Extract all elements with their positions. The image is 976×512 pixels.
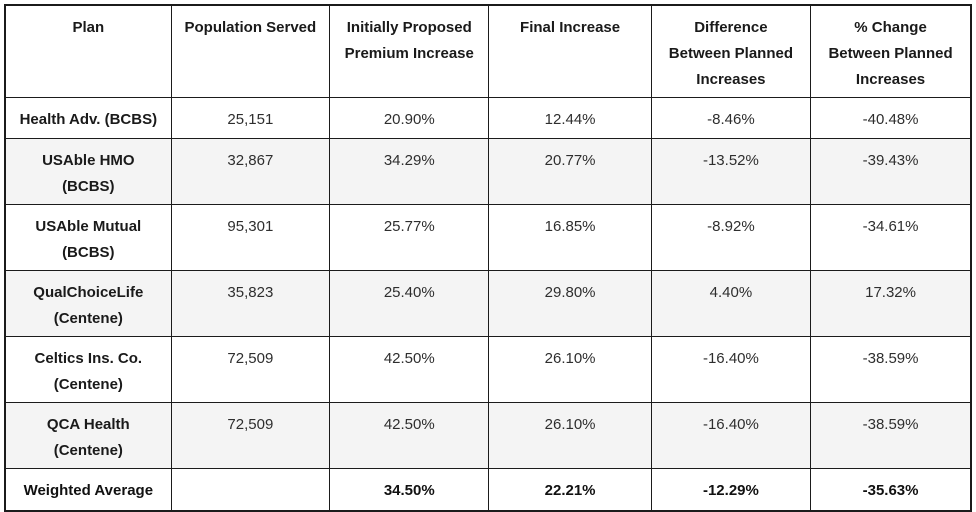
final-increase-cell: 20.77% bbox=[488, 138, 652, 205]
final-increase-cell: 26.10% bbox=[488, 336, 652, 403]
difference-cell: -13.52% bbox=[650, 138, 812, 205]
difference-cell: 4.40% bbox=[650, 270, 812, 337]
plan-cell: Weighted Average bbox=[4, 468, 172, 511]
difference-cell: -16.40% bbox=[650, 402, 812, 469]
premium-increase-table: Plan Population Served Initially Propose… bbox=[4, 4, 972, 512]
header-row: Plan Population Served Initially Propose… bbox=[4, 4, 972, 98]
plan-cell: USAble Mutual (BCBS) bbox=[4, 204, 172, 271]
population-cell: 35,823 bbox=[170, 270, 331, 337]
initial-increase-cell: 34.50% bbox=[329, 468, 490, 511]
difference-cell: -16.40% bbox=[650, 336, 812, 403]
final-increase-cell: 22.21% bbox=[488, 468, 652, 511]
plan-cell: QualChoiceLife (Centene) bbox=[4, 270, 172, 337]
initial-increase-cell: 42.50% bbox=[329, 336, 490, 403]
pct-change-cell: -38.59% bbox=[810, 402, 972, 469]
final-increase-cell: 26.10% bbox=[488, 402, 652, 469]
pct-change-cell: -34.61% bbox=[810, 204, 972, 271]
initial-increase-cell: 20.90% bbox=[329, 97, 490, 139]
table-row-usable-hmo: USAble HMO (BCBS) 32,867 34.29% 20.77% -… bbox=[4, 138, 972, 205]
column-header-difference-between-planned-increases: Difference Between Planned Increases bbox=[650, 4, 812, 98]
table-row-qualchoicelife: QualChoiceLife (Centene) 35,823 25.40% 2… bbox=[4, 270, 972, 337]
column-header-final-increase: Final Increase bbox=[488, 4, 652, 98]
column-header-initially-proposed-premium-increase: Initially Proposed Premium Increase bbox=[329, 4, 490, 98]
difference-cell: -8.46% bbox=[650, 97, 812, 139]
population-cell: 25,151 bbox=[170, 97, 331, 139]
column-header-population-served: Population Served bbox=[170, 4, 331, 98]
pct-change-cell: -35.63% bbox=[810, 468, 972, 511]
population-cell: 95,301 bbox=[170, 204, 331, 271]
table-row-usable-mutual: USAble Mutual (BCBS) 95,301 25.77% 16.85… bbox=[4, 204, 972, 271]
table-row-celtics-ins: Celtics Ins. Co. (Centene) 72,509 42.50%… bbox=[4, 336, 972, 403]
table-row-qca-health: QCA Health (Centene) 72,509 42.50% 26.10… bbox=[4, 402, 972, 469]
pct-change-cell: -40.48% bbox=[810, 97, 972, 139]
column-header-pct-change-between-planned-increases: % Change Between Planned Increases bbox=[810, 4, 972, 98]
plan-cell: Celtics Ins. Co. (Centene) bbox=[4, 336, 172, 403]
plan-cell: QCA Health (Centene) bbox=[4, 402, 172, 469]
difference-cell: -12.29% bbox=[650, 468, 812, 511]
initial-increase-cell: 34.29% bbox=[329, 138, 490, 205]
final-increase-cell: 12.44% bbox=[488, 97, 652, 139]
pct-change-cell: -39.43% bbox=[810, 138, 972, 205]
final-increase-cell: 29.80% bbox=[488, 270, 652, 337]
population-cell: 72,509 bbox=[170, 402, 331, 469]
pct-change-cell: 17.32% bbox=[810, 270, 972, 337]
difference-cell: -8.92% bbox=[650, 204, 812, 271]
plan-cell: Health Adv. (BCBS) bbox=[4, 97, 172, 139]
initial-increase-cell: 42.50% bbox=[329, 402, 490, 469]
table-row-health-adv: Health Adv. (BCBS) 25,151 20.90% 12.44% … bbox=[4, 97, 972, 139]
final-increase-cell: 16.85% bbox=[488, 204, 652, 271]
population-cell bbox=[170, 468, 331, 511]
weighted-average-row: Weighted Average 34.50% 22.21% -12.29% -… bbox=[4, 468, 972, 511]
plan-cell: USAble HMO (BCBS) bbox=[4, 138, 172, 205]
population-cell: 32,867 bbox=[170, 138, 331, 205]
initial-increase-cell: 25.77% bbox=[329, 204, 490, 271]
column-header-plan: Plan bbox=[4, 4, 172, 98]
initial-increase-cell: 25.40% bbox=[329, 270, 490, 337]
pct-change-cell: -38.59% bbox=[810, 336, 972, 403]
population-cell: 72,509 bbox=[170, 336, 331, 403]
